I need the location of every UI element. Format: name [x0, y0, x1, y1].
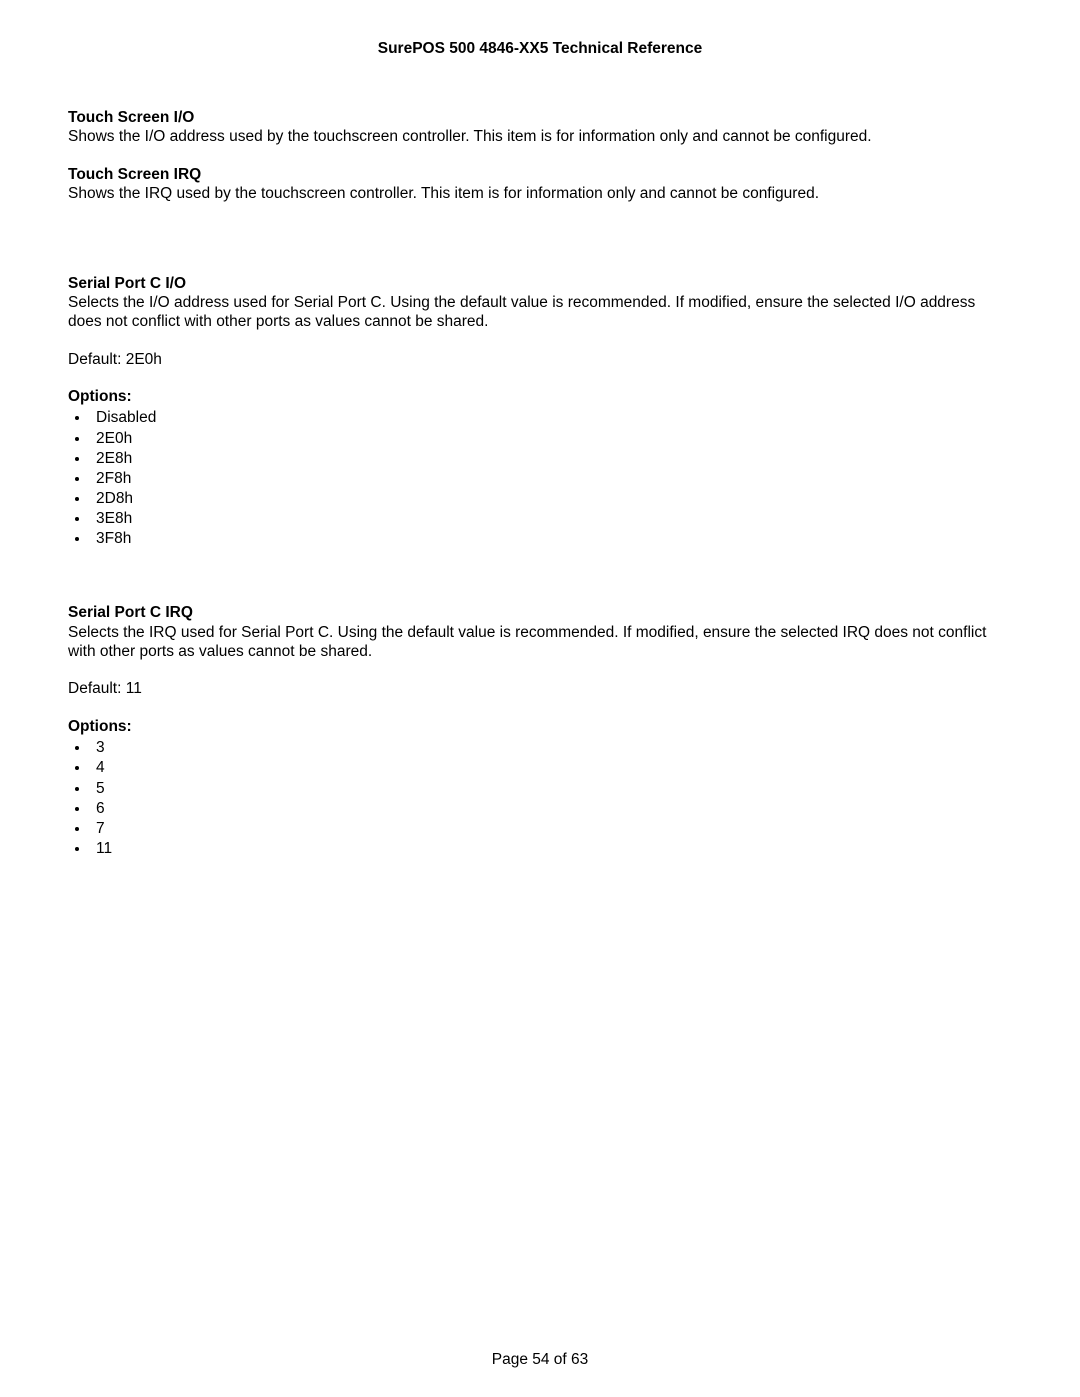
list-item: 3	[90, 738, 1012, 758]
section-description: Selects the I/O address used for Serial …	[68, 293, 1012, 332]
list-item: 4	[90, 758, 1012, 778]
options-list-serial-c-irq: 3 4 5 6 7 11	[68, 738, 1012, 859]
list-item: 2F8h	[90, 469, 1012, 489]
default-value: Default: 2E0h	[68, 350, 1012, 369]
section-heading: Serial Port C I/O	[68, 274, 1012, 293]
section-touch-screen-io: Touch Screen I/O Shows the I/O address u…	[68, 108, 1012, 147]
section-description: Selects the IRQ used for Serial Port C. …	[68, 623, 1012, 662]
list-item: 2E8h	[90, 449, 1012, 469]
list-item: 6	[90, 799, 1012, 819]
list-item: 2D8h	[90, 489, 1012, 509]
list-item: 5	[90, 779, 1012, 799]
spacer	[68, 567, 1012, 603]
list-item: Disabled	[90, 408, 1012, 428]
section-heading: Touch Screen I/O	[68, 108, 1012, 127]
options-label: Options:	[68, 717, 1012, 736]
spacer	[68, 222, 1012, 274]
section-heading: Serial Port C IRQ	[68, 603, 1012, 622]
section-description: Shows the I/O address used by the touchs…	[68, 127, 1012, 146]
list-item: 3E8h	[90, 509, 1012, 529]
section-touch-screen-irq: Touch Screen IRQ Shows the IRQ used by t…	[68, 165, 1012, 204]
list-item: 7	[90, 819, 1012, 839]
section-heading: Touch Screen IRQ	[68, 165, 1012, 184]
document-page: SurePOS 500 4846-XX5 Technical Reference…	[0, 0, 1080, 1397]
list-item: 2E0h	[90, 429, 1012, 449]
options-label: Options:	[68, 387, 1012, 406]
page-footer: Page 54 of 63	[0, 1351, 1080, 1369]
section-description: Shows the IRQ used by the touchscreen co…	[68, 184, 1012, 203]
options-list-serial-c-io: Disabled 2E0h 2E8h 2F8h 2D8h 3E8h 3F8h	[68, 408, 1012, 549]
list-item: 11	[90, 839, 1012, 859]
default-value: Default: 11	[68, 679, 1012, 698]
list-item: 3F8h	[90, 529, 1012, 549]
section-serial-port-c-io: Serial Port C I/O Selects the I/O addres…	[68, 274, 1012, 550]
document-title: SurePOS 500 4846-XX5 Technical Reference	[68, 40, 1012, 58]
section-serial-port-c-irq: Serial Port C IRQ Selects the IRQ used f…	[68, 603, 1012, 859]
